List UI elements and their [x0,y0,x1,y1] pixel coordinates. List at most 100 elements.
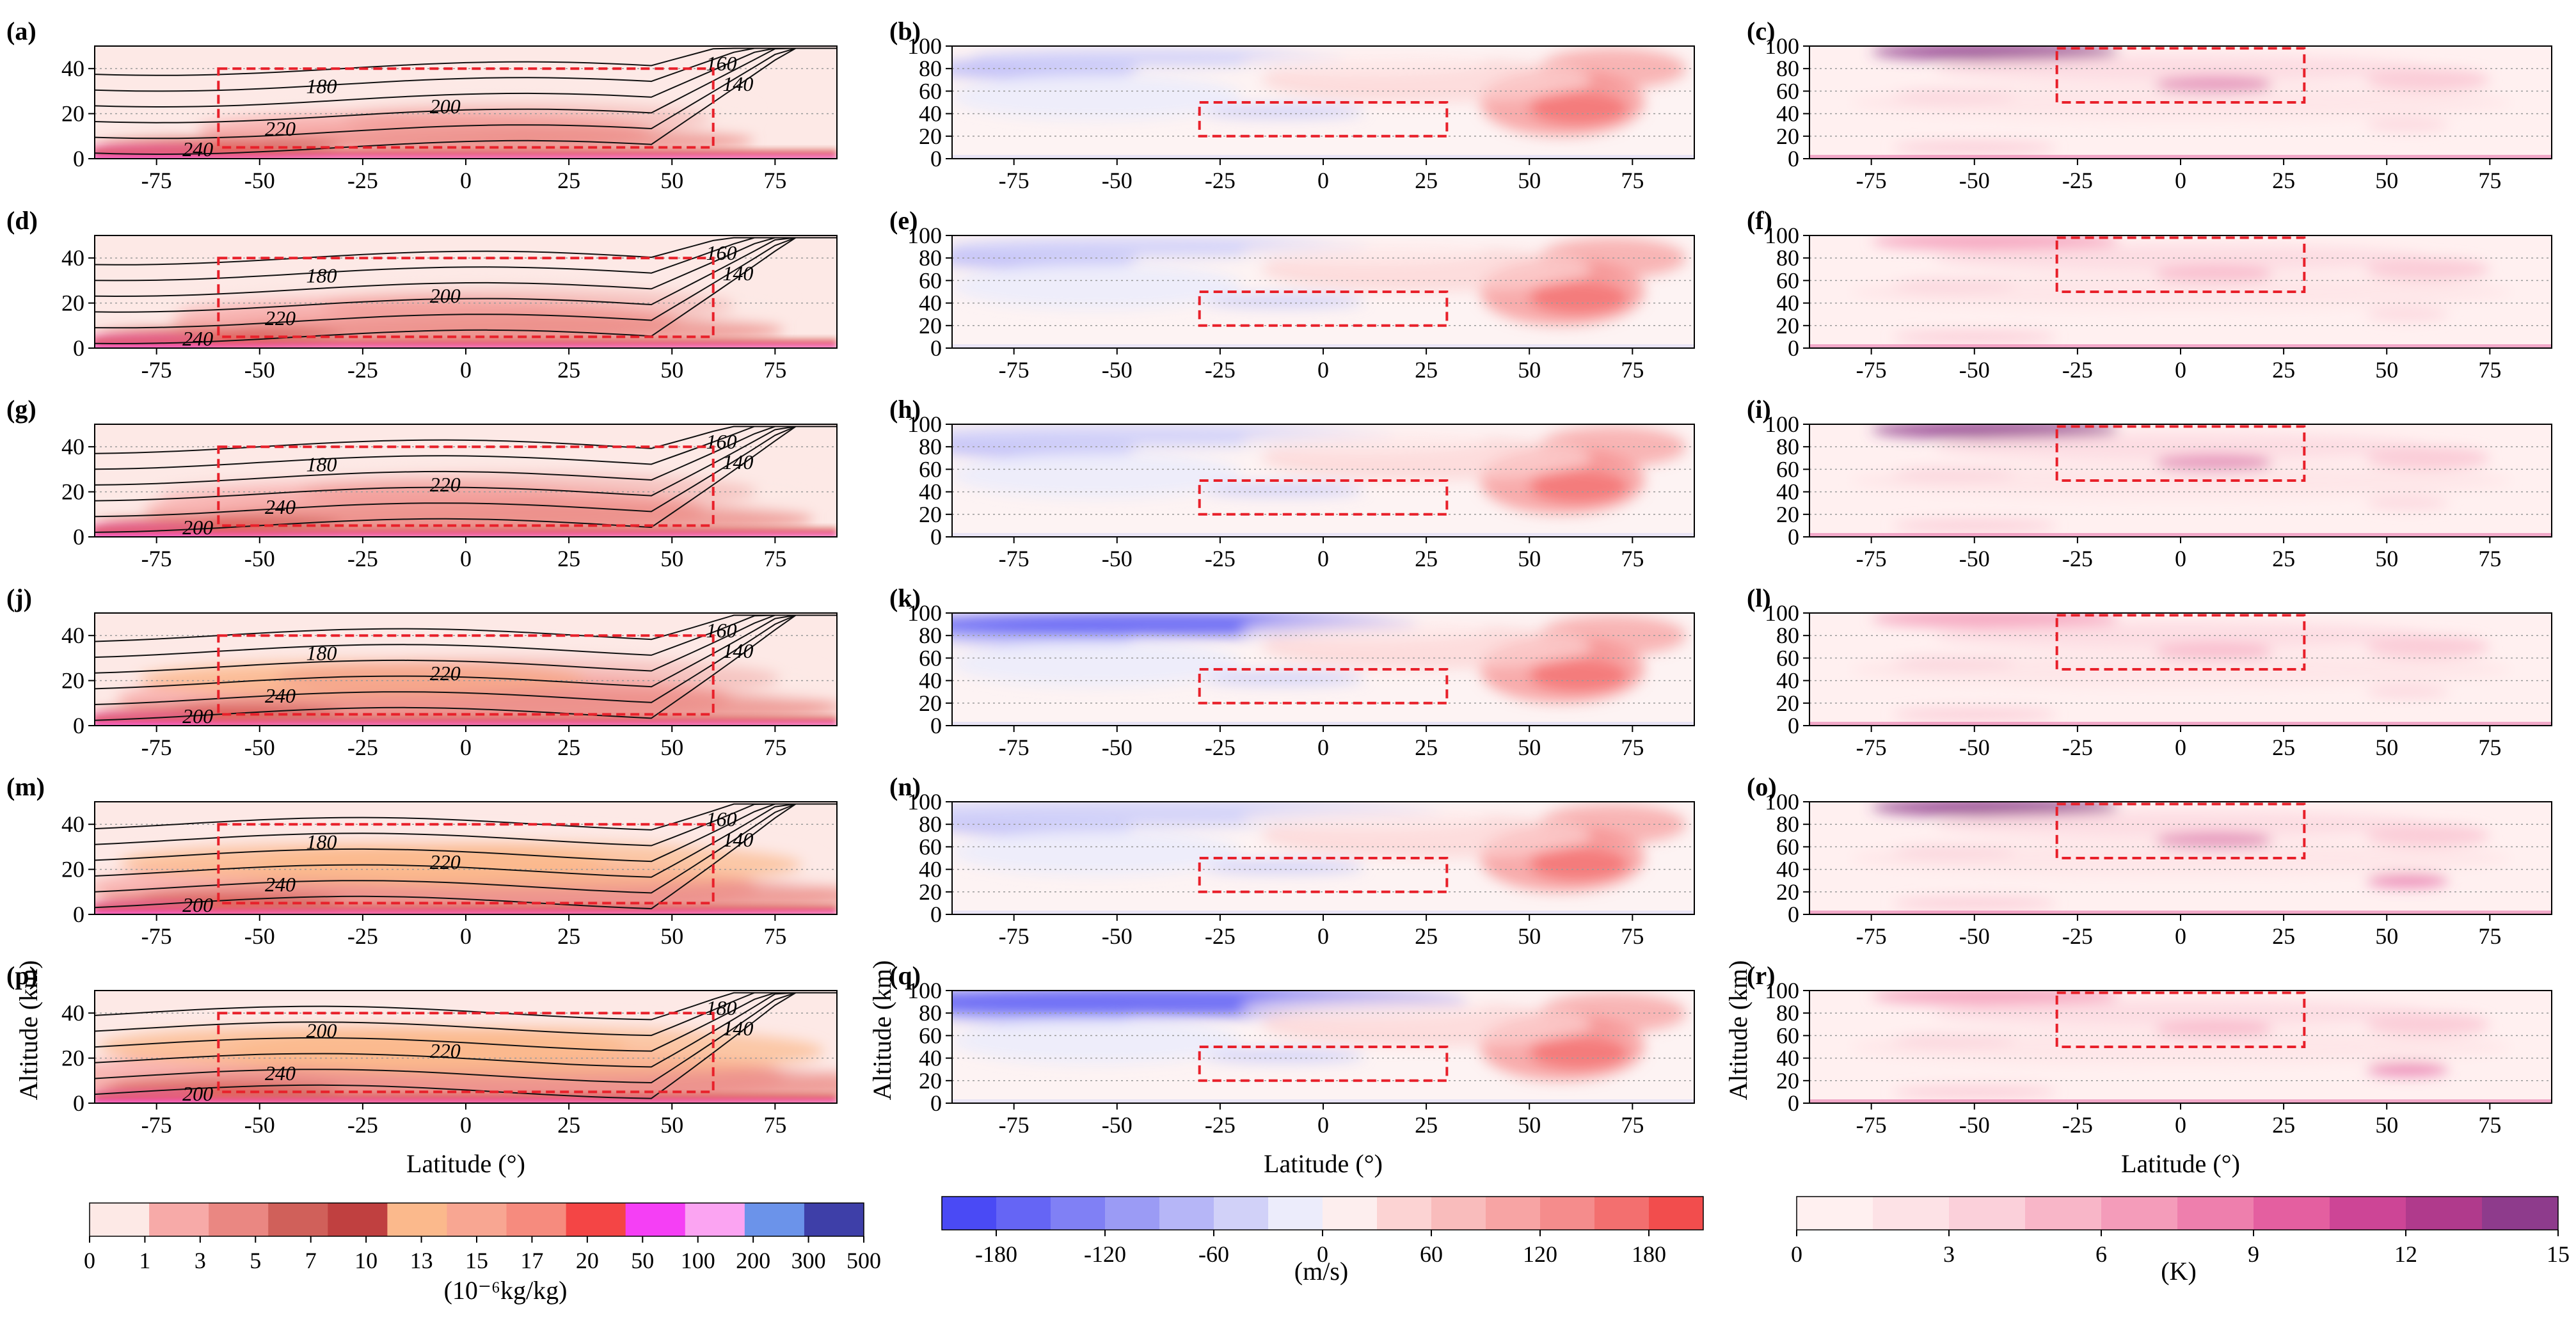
contour-label: 140 [722,450,753,474]
x-tick-label: 25 [1415,546,1438,571]
field-blob [1241,51,1488,74]
x-tick-label: 75 [763,735,786,760]
y-tick-label: 100 [907,223,942,248]
x-tick-label: -50 [1959,923,1990,949]
surface-stripe [95,153,837,157]
y-tick-label: 80 [1776,56,1799,81]
colorbar-segment [387,1203,447,1236]
field-blobs [952,424,1687,514]
panel-letter: (j) [6,584,32,612]
colorbar-segment [2330,1197,2406,1230]
region-box [217,1012,715,1094]
colorbar-tick-label: 10 [354,1248,378,1273]
x-tick-label: -25 [1205,357,1236,383]
x-tick-label: 25 [557,357,580,383]
x-tick-label: -25 [1205,546,1236,571]
field-blob [952,1019,1241,1064]
y-tick-label: 100 [1765,33,1799,59]
y-tick-label: 20 [1776,690,1799,716]
surface-stripe [1809,722,2552,726]
surface-stripe [1809,344,2552,348]
x-tick-label: 75 [763,357,786,383]
x-tick-label: -75 [999,735,1030,760]
y-tick-label: 0 [1788,335,1799,361]
region-box [217,445,715,527]
surface-stripe [95,344,837,348]
contour-label: 160 [706,241,737,264]
x-tick-label: -25 [2062,923,2093,949]
y-tick-label: 20 [61,479,84,505]
y-tick-label: 0 [73,902,84,927]
x-tick-label: 25 [1415,1112,1438,1138]
x-tick-label: 50 [660,735,683,760]
x-tick-label: -75 [1856,168,1887,193]
colorbar-segment [1159,1197,1214,1230]
field-blob [1199,294,1365,308]
field-blob [1199,671,1365,685]
y-tick-label: 0 [930,335,942,361]
x-tick-label: 50 [660,168,683,193]
panel-letter: (b) [889,17,921,45]
x-tick-label: 25 [2272,546,2295,571]
x-tick-label: 75 [2478,735,2501,760]
field-blob [1241,618,1488,642]
panel-plot-area [952,802,1694,914]
panel-letter: (m) [6,772,45,801]
y-tick-label: 80 [919,245,942,271]
x-tick-label: 25 [2272,357,2295,383]
x-tick-label: 0 [460,735,472,760]
colorbar-unit-middle: (m/s) [1294,1257,1348,1286]
x-tick-label: 50 [1518,357,1541,383]
x-tick-label: 25 [1415,735,1438,760]
colorbar-tick-label: 3 [1943,1241,1955,1267]
panel-letter: (f) [1747,206,1772,235]
x-tick-label: 0 [2175,357,2186,383]
x-tick-label: 0 [2175,735,2186,760]
panel-plot-area [1809,235,2552,348]
y-tick-label: 20 [919,690,942,716]
x-tick-label: 50 [660,357,683,383]
contour-label: 200 [182,893,213,916]
field-blob [1529,469,1628,504]
colorbar-segment [996,1197,1051,1230]
panel-plot-area [952,46,1694,159]
y-tick-label: 60 [919,456,942,482]
surface-stripe [95,149,837,154]
contour-label: 180 [306,641,337,664]
x-tick-label: 50 [660,546,683,571]
surface-layer [95,149,837,159]
colorbar-tick-label: -180 [975,1241,1017,1267]
y-tick-label: 0 [930,524,942,550]
x-tick-label: 50 [2375,923,2398,949]
surface-layer [95,338,837,348]
panel-plot-area [95,613,837,726]
x-tick-label: 50 [660,1112,683,1138]
x-tick-label: -75 [141,546,172,571]
colorbar-tick-label: 17 [520,1248,543,1273]
y-tick-label: 0 [1788,524,1799,550]
colorbar-segment [1377,1197,1432,1230]
surface-stripe [95,720,837,724]
contour-label: 240 [182,327,213,350]
x-tick-label: 75 [2478,923,2501,949]
contour-label: 200 [182,516,213,539]
field-blob [1891,331,2057,343]
field-blob [1529,1035,1628,1070]
field-blobs [95,1015,837,1103]
y-tick-label: 0 [1788,713,1799,738]
colorbar-segment [625,1203,686,1236]
x-tick-label: -75 [999,1112,1030,1138]
x-tick-label: -25 [2062,357,2093,383]
contour-label: 220 [265,307,296,330]
y-axis-title-middle: Altitude (km) [868,960,896,1101]
colorbar-segment [1105,1197,1160,1230]
y-tick-label: 0 [930,1090,942,1116]
x-tick-label: -75 [1856,357,1887,383]
x-tick-label: 75 [1621,546,1644,571]
x-tick-label: 75 [1621,168,1644,193]
